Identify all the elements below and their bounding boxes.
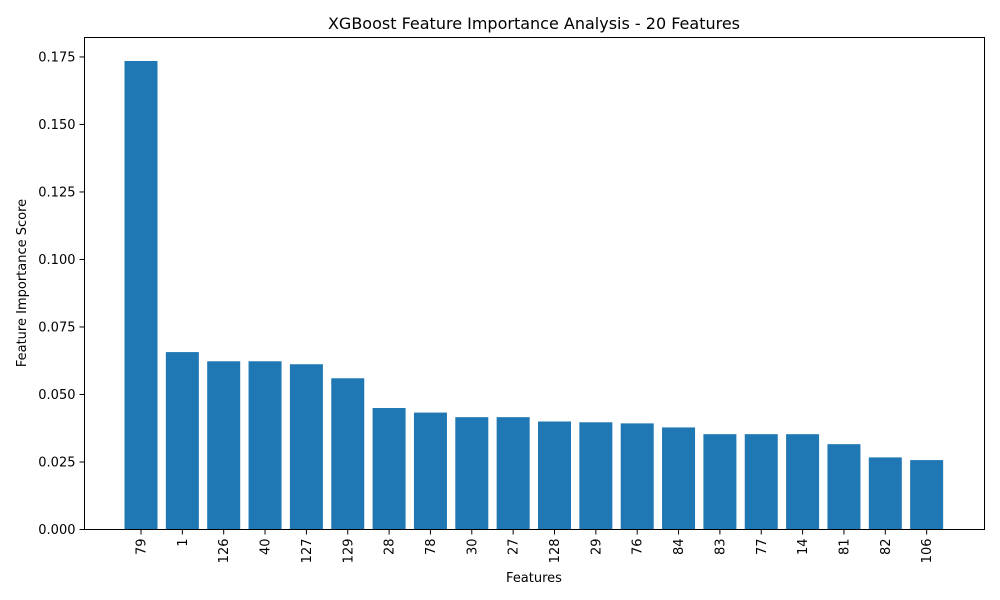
x-axis: 79 1 126 40 127 129 28 78 30 27 128 29 76 84 83 77 14 81 8… <box>135 529 935 564</box>
y-tick-label: 0.175 <box>38 50 75 65</box>
y-tick-label: 0.075 <box>38 320 75 335</box>
bar-feature-83 <box>703 434 737 530</box>
x-tick-label: 27 <box>507 539 522 556</box>
y-tick-label: 0.025 <box>38 455 75 470</box>
bar-feature-27 <box>496 417 530 530</box>
x-tick-label: 40 <box>259 539 274 556</box>
x-tick-label: 127 <box>300 539 315 564</box>
x-tick-label: 28 <box>383 539 398 556</box>
bar-feature-77 <box>744 434 778 530</box>
bar-feature-40 <box>248 361 282 530</box>
y-tick-label: 0.000 <box>38 523 75 538</box>
bar-feature-29 <box>579 422 613 530</box>
x-tick-label: 1 <box>176 539 191 547</box>
x-tick-label: 106 <box>920 539 935 564</box>
bar-feature-1 <box>165 352 199 530</box>
x-tick-label: 83 <box>713 539 728 556</box>
chart-title: XGBoost Feature Importance Analysis - 20… <box>328 14 740 33</box>
bar-feature-28 <box>372 407 406 530</box>
x-tick-label: 128 <box>548 539 563 564</box>
x-tick-label: 129 <box>341 539 356 564</box>
x-tick-label: 76 <box>631 539 646 556</box>
y-tick-label: 0.150 <box>38 118 75 133</box>
x-tick-label: 29 <box>589 539 604 556</box>
x-tick-label: 30 <box>465 539 480 556</box>
bar-feature-128 <box>538 421 571 530</box>
x-tick-label: 79 <box>135 539 150 556</box>
x-axis-label: Features <box>506 571 562 586</box>
x-tick-label: 82 <box>879 539 894 556</box>
bar-feature-129 <box>331 378 365 530</box>
x-tick-label: 78 <box>424 539 439 556</box>
x-tick-label: 14 <box>796 539 811 556</box>
bar-feature-127 <box>289 364 323 530</box>
bar-feature-106 <box>910 460 944 530</box>
bar-feature-84 <box>662 427 696 530</box>
bar-feature-78 <box>413 412 447 530</box>
bar-feature-126 <box>207 361 241 530</box>
y-tick-label: 0.100 <box>38 253 75 268</box>
plot-frame <box>84 37 985 530</box>
y-tick-label: 0.050 <box>38 388 75 403</box>
bar-feature-14 <box>786 434 820 530</box>
bar-feature-81 <box>827 444 861 530</box>
bar-feature-30 <box>455 417 489 530</box>
bar-feature-76 <box>620 423 654 530</box>
bar-feature-82 <box>868 457 902 530</box>
y-tick-label: 0.125 <box>38 185 75 200</box>
y-axis-label: Feature Importance Score <box>15 199 30 367</box>
bars-group <box>124 60 944 530</box>
x-tick-label: 126 <box>217 539 232 564</box>
x-tick-label: 84 <box>672 539 687 556</box>
bar-feature-79 <box>124 60 158 530</box>
x-tick-label: 81 <box>837 539 852 556</box>
x-tick-label: 77 <box>755 539 770 556</box>
y-axis: 0.000 0.025 0.050 0.075 0.100 0.125 0.150 0.175 <box>38 50 85 538</box>
